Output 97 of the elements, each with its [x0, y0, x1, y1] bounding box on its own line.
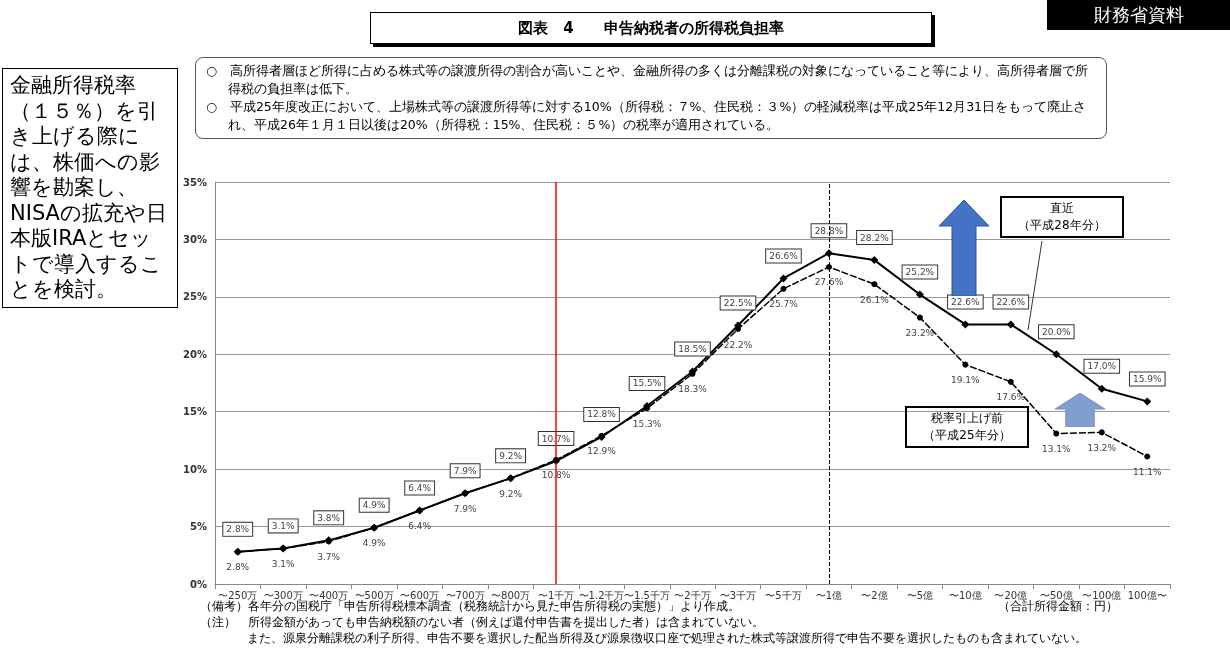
point: [916, 314, 923, 321]
data-label: 12.8%: [587, 409, 617, 420]
data-label: 9.2%: [499, 450, 523, 461]
data-label: 22.5%: [723, 298, 753, 309]
y-tick-label: 20%: [183, 348, 207, 360]
point: [1097, 384, 1106, 393]
x-tick-label: 〜2億: [861, 589, 888, 601]
data-label: 4.9%: [362, 500, 387, 511]
point: [915, 290, 924, 299]
x-tick-label: 〜3千万: [719, 589, 757, 601]
data-label: 3.1%: [271, 520, 296, 531]
x-tick-label: 〜250万: [218, 589, 258, 601]
point: [779, 274, 788, 283]
data-label: 3.8%: [317, 512, 341, 523]
data-label: 28.2%: [860, 232, 890, 243]
data-label: 23.2%: [905, 328, 935, 339]
data-label: 2.8%: [226, 524, 250, 535]
y-tick-label: 5%: [190, 521, 207, 533]
data-label: 25.2%: [905, 267, 935, 278]
text: 金融所得税率（１５％）を引き上げる際には、株価への影響を勘案し、NISAの拡充や日本版IRAとセットで導入することを検討。: [10, 73, 167, 301]
x-tick-label: 〜100億: [1082, 589, 1122, 601]
x-tick-label: 〜20億: [994, 589, 1028, 601]
x-tick-label: 〜1.5千万: [624, 589, 670, 601]
data-label: 18.3%: [678, 384, 708, 395]
point: [1006, 320, 1015, 329]
text: また、源泉分離課税の利子所得、申告不要を選択した配当所得及び源泉徴収口座で処理された株式等譲渡所得で申告不要を選択したものも含まれていない。: [247, 631, 1087, 646]
point: [780, 285, 787, 292]
data-label: 4.9%: [362, 538, 387, 549]
data-label: 6.4%: [408, 520, 432, 531]
data-label: 7.9%: [453, 503, 477, 514]
x-tick-label: 〜700万: [445, 589, 485, 601]
y-tick-label: 25%: [183, 291, 207, 303]
data-label: 17.0%: [1087, 361, 1117, 372]
data-label: 12.9%: [587, 446, 617, 457]
y-tick-label: 35%: [183, 176, 207, 188]
series-label: 税率引上げ前（平成25年分）: [905, 406, 1029, 448]
text: （合計所得金額：円）: [998, 599, 1118, 614]
point: [825, 264, 832, 270]
data-label: 26.6%: [769, 250, 799, 261]
data-label: 27.6%: [814, 277, 844, 288]
y-tick-label: 15%: [183, 406, 207, 418]
x-tick-label: 〜800万: [491, 589, 531, 601]
x-tick-label: 〜500万: [354, 589, 394, 601]
data-label: 13.2%: [1087, 442, 1117, 453]
y-tick-label: 10%: [183, 463, 207, 475]
data-label: 6.4%: [408, 482, 432, 493]
point: [1143, 397, 1152, 406]
x-tick-label: 〜1億: [815, 589, 843, 601]
x-tick-label: 〜400万: [309, 589, 349, 601]
data-label: 22.6%: [996, 296, 1026, 307]
point: [1098, 429, 1105, 436]
data-label: 17.6%: [996, 392, 1026, 403]
data-label: 15.5%: [632, 378, 662, 389]
data-label: 20.0%: [1042, 326, 1072, 337]
text: （注） 所得金額があっても申告納税額のない者（例えば還付申告書を提出した者）は含まれていない。: [200, 615, 764, 630]
chart-title: 図表 4 申告納税者の所得税負担率: [370, 12, 932, 44]
x-tick-label: 〜300万: [263, 589, 303, 601]
point: [1052, 350, 1061, 359]
x-tick-label: 〜5千万: [765, 589, 802, 601]
data-label: 3.7%: [317, 552, 341, 562]
data-label: 15.3%: [632, 418, 662, 429]
data-label: 22.6%: [951, 296, 981, 307]
point: [1007, 378, 1014, 385]
point: [870, 256, 879, 265]
text: 直近（平成28年分）: [1000, 196, 1124, 238]
y-tick-label: 0%: [190, 578, 207, 590]
data-label: 9.2%: [499, 488, 523, 499]
data-label: 7.9%: [453, 465, 477, 476]
y-tick-label: 30%: [183, 233, 207, 245]
x-tick-label: 〜2千万: [674, 589, 711, 601]
point: [961, 320, 970, 329]
point: [734, 326, 741, 333]
data-label: 15.9%: [1132, 373, 1162, 384]
data-label: 22.2%: [723, 339, 753, 350]
point: [280, 545, 287, 552]
point: [871, 281, 878, 288]
data-label: 28.8%: [814, 225, 844, 236]
x-tick-label: 100億〜: [1127, 589, 1167, 601]
x-tick-label: 〜1.2千万: [578, 589, 625, 601]
data-label: 25.7%: [769, 299, 799, 310]
data-label: 3.1%: [271, 558, 296, 569]
data-label: 26.1%: [860, 294, 890, 305]
text: 財務省資料: [1047, 0, 1230, 30]
text: ○ 平成25年度改正において、上場株式等の譲渡所得等に対する10%（所得税：７%、住民税：３%）の軽減税率は平成25年12月31日をもって廃止され、平成26年１月１日以後は20%（所得税：15%、住民税：５%）の税率が適用されている。: [206, 98, 1088, 134]
text: ○ 高所得者層ほど所得に占める株式等の譲渡所得の割合が高いことや、金融所得の多くは分離課税の対象になっていること等により、高所得者層で所得税の負担率は低下。: [206, 62, 1089, 98]
point: [1144, 453, 1151, 460]
x-tick-label: 〜10億: [948, 589, 982, 601]
x-tick-label: 〜50億: [1039, 589, 1073, 601]
x-tick-label: 〜1千万: [537, 589, 575, 601]
x-tick-label: 〜5億: [906, 589, 934, 601]
point: [962, 361, 969, 368]
data-label: 2.8%: [226, 562, 250, 573]
data-label: 13.1%: [1042, 444, 1072, 455]
x-tick-label: 〜600万: [400, 589, 440, 601]
data-label: 18.5%: [678, 344, 708, 355]
data-label: 19.1%: [951, 375, 981, 386]
data-label: 11.1%: [1132, 467, 1162, 478]
